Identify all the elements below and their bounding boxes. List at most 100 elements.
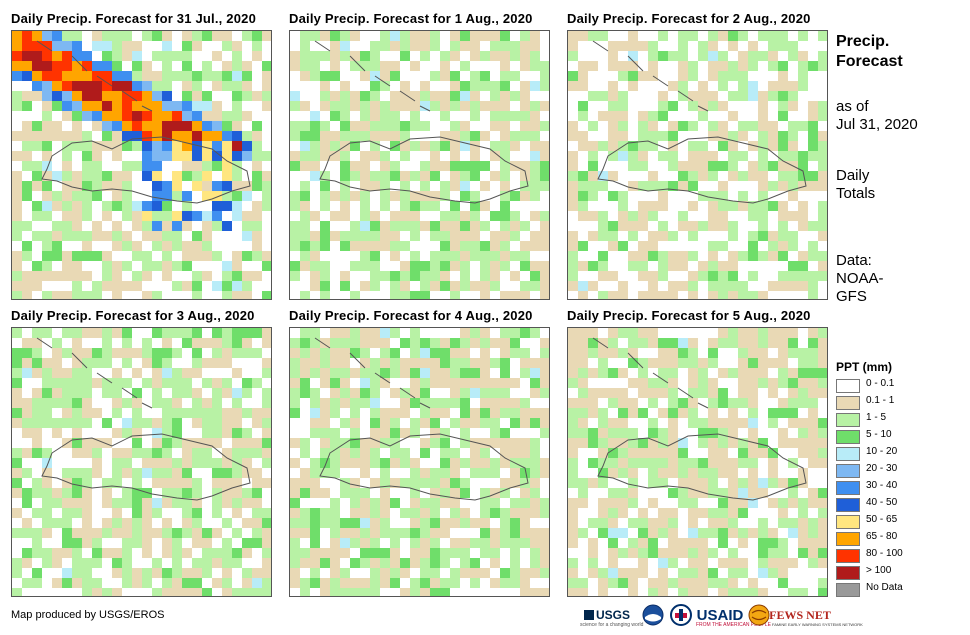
precip-cell <box>748 358 758 368</box>
precip-cell <box>748 91 758 101</box>
precip-cell <box>460 221 470 231</box>
precip-cell <box>232 61 242 71</box>
precip-cell <box>430 348 440 358</box>
precip-cell <box>718 418 728 428</box>
precip-cell <box>82 41 92 51</box>
precip-cell <box>202 161 212 171</box>
precip-cell <box>648 181 658 191</box>
precip-cell <box>310 131 320 141</box>
precip-cell <box>42 398 52 408</box>
precip-cell <box>192 558 202 568</box>
precip-cell <box>798 101 808 111</box>
precip-cell <box>520 51 530 61</box>
precip-cell <box>598 388 608 398</box>
precip-cell <box>330 588 340 596</box>
precip-cell <box>728 171 738 181</box>
precip-cell <box>758 151 768 161</box>
precip-cell <box>738 221 748 231</box>
precip-cell <box>232 111 242 121</box>
precip-cell <box>510 408 520 418</box>
precip-cell <box>490 468 500 478</box>
precip-cell <box>440 538 450 548</box>
precip-cell <box>192 221 202 231</box>
precip-cell <box>32 261 42 271</box>
precip-cell <box>430 558 440 568</box>
precip-cell <box>758 388 768 398</box>
usgs-wave-icon <box>583 610 594 620</box>
precip-cell <box>380 191 390 201</box>
precip-cell <box>172 378 182 388</box>
precip-cell <box>658 151 668 161</box>
precip-cell <box>252 61 262 71</box>
precip-cell <box>728 161 738 171</box>
precip-cell <box>92 338 102 348</box>
precip-cell <box>480 91 490 101</box>
precip-cell <box>588 111 598 121</box>
precip-cell <box>738 181 748 191</box>
precip-cell <box>410 191 420 201</box>
precip-cell <box>688 418 698 428</box>
precip-cell <box>628 438 638 448</box>
precip-cell <box>628 458 638 468</box>
precip-cell <box>540 291 549 299</box>
precip-cell <box>808 181 818 191</box>
precip-cell <box>102 231 112 241</box>
precip-cell <box>578 241 588 251</box>
precip-cell <box>510 291 520 299</box>
precip-cell <box>698 71 708 81</box>
precip-cell <box>172 31 182 41</box>
precip-cell <box>430 111 440 121</box>
precip-cell <box>172 358 182 368</box>
precip-cell <box>808 358 818 368</box>
precip-cell <box>430 41 440 51</box>
precip-cell <box>152 398 162 408</box>
precip-cell <box>618 61 628 71</box>
precip-cell <box>460 171 470 181</box>
precip-cell <box>520 558 530 568</box>
precip-cell <box>718 538 728 548</box>
precip-cell <box>698 408 708 418</box>
precip-cell <box>460 31 470 41</box>
precip-cell <box>798 61 808 71</box>
precip-cell <box>788 498 798 508</box>
precip-cell <box>578 368 588 378</box>
precip-cell <box>638 41 648 51</box>
precip-cell <box>132 548 142 558</box>
precip-cell <box>510 448 520 458</box>
precip-cell <box>480 211 490 221</box>
precip-cell <box>12 281 22 291</box>
precip-cell <box>92 378 102 388</box>
precip-cell <box>340 151 350 161</box>
precip-cell <box>818 568 827 578</box>
precip-cell <box>440 151 450 161</box>
precip-cell <box>72 271 82 281</box>
precip-cell <box>788 171 798 181</box>
precip-cell <box>578 71 588 81</box>
precip-cell <box>310 251 320 261</box>
precip-cell <box>480 261 490 271</box>
precip-cell <box>738 328 748 338</box>
precip-cell <box>578 231 588 241</box>
precip-cell <box>400 568 410 578</box>
precip-cell <box>688 291 698 299</box>
precip-cell <box>818 468 827 478</box>
precip-cell <box>202 31 212 41</box>
precip-cell <box>212 171 222 181</box>
precip-cell <box>678 131 688 141</box>
precip-cell <box>678 121 688 131</box>
precip-cell <box>798 408 808 418</box>
precip-cell <box>142 31 152 41</box>
precip-cell <box>340 261 350 271</box>
precip-cell <box>450 271 460 281</box>
precip-cell <box>300 121 310 131</box>
precip-cell <box>420 378 430 388</box>
precip-cell <box>32 338 42 348</box>
precip-cell <box>510 398 520 408</box>
precip-cell <box>360 508 370 518</box>
precip-cell <box>122 211 132 221</box>
precip-cell <box>748 81 758 91</box>
precip-cell <box>778 131 788 141</box>
precip-cell <box>718 241 728 251</box>
precip-cell <box>520 338 530 348</box>
precip-cell <box>142 568 152 578</box>
